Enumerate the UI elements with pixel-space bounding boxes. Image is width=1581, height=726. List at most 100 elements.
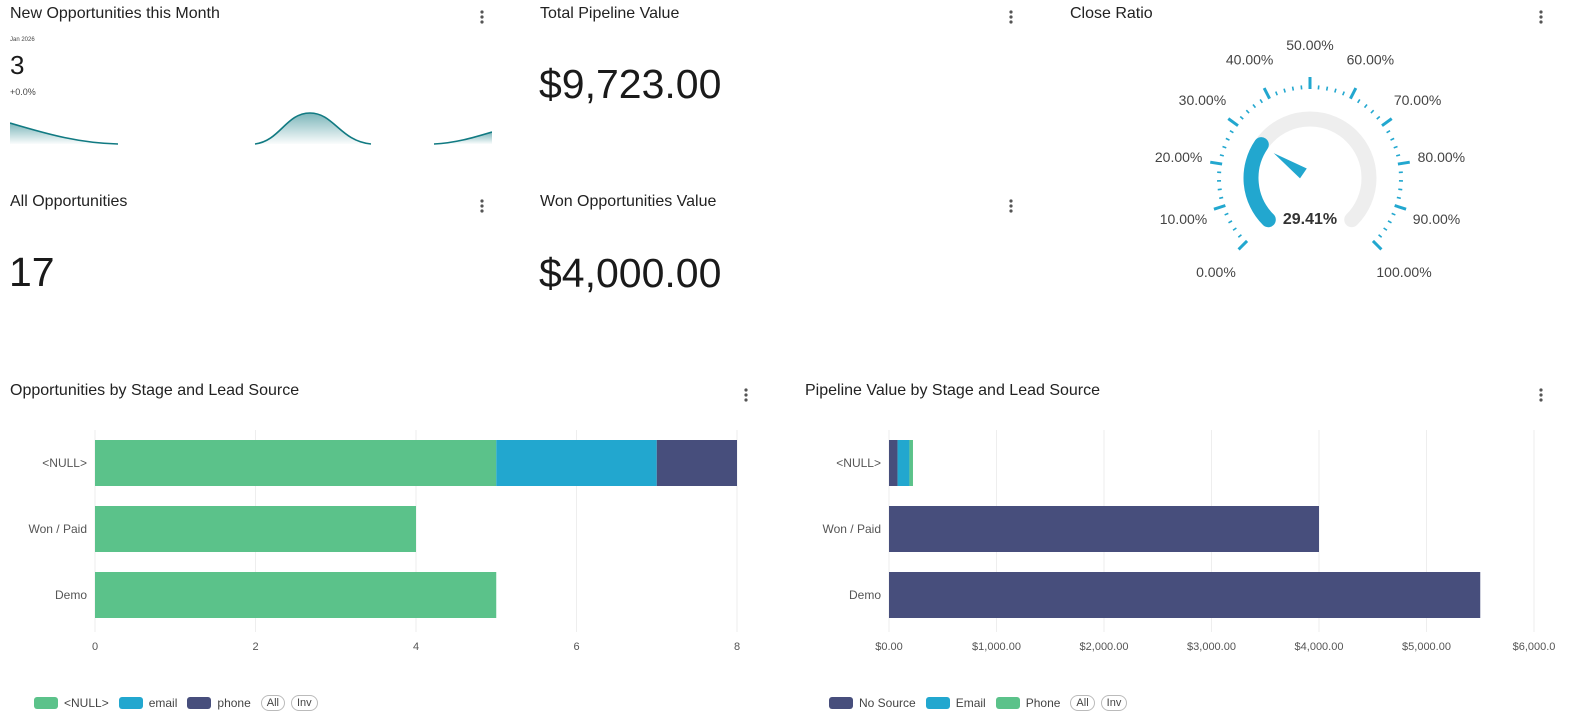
pipeline-by-stage-legend: No Source Email Phone All Inv [829, 695, 1128, 711]
gauge-minor-tick [1387, 220, 1392, 224]
legend-inv-button[interactable]: Inv [291, 695, 318, 711]
x-tick-label: $0.00 [875, 641, 903, 653]
gauge-major-tick [1381, 117, 1393, 127]
bar-segment[interactable] [889, 506, 1319, 552]
x-tick-label: $6,000.0 [1513, 641, 1556, 653]
legend-swatch [34, 697, 58, 709]
bar-segment[interactable] [95, 440, 497, 486]
new-opportunities-menu-icon[interactable] [476, 8, 488, 26]
bar-segment[interactable] [889, 572, 1481, 618]
gauge-minor-tick [1222, 145, 1227, 149]
y-category-label: Won / Paid [823, 522, 881, 536]
bar-segment[interactable] [95, 506, 416, 552]
total-pipeline-menu-icon[interactable] [1005, 8, 1017, 26]
gauge-minor-tick [1259, 99, 1263, 104]
bar-segment[interactable] [889, 440, 898, 486]
legend-swatch [995, 697, 1020, 709]
legend-item[interactable]: <NULL> [34, 696, 109, 710]
gauge-value-label: 29.41% [1283, 211, 1337, 228]
won-value-title: Won Opportunities Value [540, 193, 717, 210]
close-ratio-title: Close Ratio [1070, 5, 1153, 22]
new-opportunities-sparkline [10, 112, 492, 145]
legend-item[interactable]: Phone [995, 696, 1061, 710]
y-category-label: Demo [849, 588, 881, 602]
x-tick-label: 2 [252, 641, 258, 653]
gauge-minor-tick [1232, 227, 1237, 231]
x-tick-label: $4,000.00 [1295, 641, 1344, 653]
x-tick-label: 0 [92, 641, 98, 653]
x-tick-label: 6 [573, 641, 579, 653]
bar-segment[interactable] [95, 572, 497, 618]
gauge-scale-label: 20.00% [1155, 149, 1202, 165]
gauge-minor-tick [1376, 115, 1381, 120]
gauge-minor-tick [1219, 154, 1224, 157]
opps-by-stage-menu-icon[interactable] [740, 386, 752, 404]
new-opportunities-title: New Opportunities this Month [10, 5, 220, 22]
legend-swatch [187, 697, 212, 709]
new-opportunities-date: Jan 2026 [10, 37, 35, 43]
gauge-minor-tick [1237, 234, 1242, 238]
legend-all-button[interactable]: All [1070, 695, 1095, 711]
gauge-minor-tick [1342, 91, 1345, 96]
all-opportunities-value: 17 [9, 249, 55, 295]
bar-segment[interactable] [656, 440, 737, 486]
bar-segment[interactable] [496, 440, 657, 486]
legend-label: phone [217, 696, 251, 710]
bar-segment[interactable] [897, 440, 910, 486]
close-ratio-menu-icon[interactable] [1535, 8, 1547, 26]
legend-label: email [148, 696, 178, 710]
gauge-minor-tick [1219, 196, 1224, 200]
pipeline-by-stage-chart: $0.00 $1,000.00 $2,000.00 $3,000.00 $4,000.0… [823, 430, 1556, 653]
gauge-fill [1243, 137, 1276, 228]
gauge-minor-tick [1393, 145, 1398, 149]
gauge-scale-label: 100.00% [1376, 264, 1431, 280]
y-category-label: <NULL> [836, 456, 881, 470]
x-tick-label: $3,000.00 [1187, 641, 1236, 653]
gauge-major-tick [1237, 239, 1249, 251]
x-tick-label: $5,000.00 [1402, 641, 1451, 653]
gauge-major-tick [1371, 239, 1383, 251]
gauge-minor-tick [1291, 86, 1295, 91]
gauge-minor-tick [1239, 115, 1244, 120]
gauge-minor-tick [1378, 234, 1383, 238]
gauge-minor-tick [1363, 104, 1368, 109]
legend-all-button[interactable]: All [260, 695, 285, 711]
gauge-minor-tick [1390, 137, 1395, 141]
pipeline-by-stage-menu-icon[interactable] [1535, 386, 1547, 404]
gauge-minor-tick [1325, 86, 1329, 91]
pipeline-by-stage-title: Pipeline Value by Stage and Lead Source [805, 382, 1101, 399]
gauge-scale-label: 60.00% [1347, 51, 1394, 67]
legend-item[interactable]: Email [925, 696, 986, 710]
total-pipeline-value: $9,723.00 [539, 61, 722, 107]
won-value-menu-icon[interactable] [1005, 197, 1017, 215]
legend-label: No Source [859, 696, 916, 710]
gauge-minor-tick [1229, 129, 1234, 134]
bar-segment[interactable] [909, 440, 913, 486]
gauge-minor-tick [1391, 212, 1396, 216]
gauge-minor-tick [1357, 99, 1361, 104]
all-opportunities-menu-icon[interactable] [476, 197, 488, 215]
gauge-minor-tick [1275, 91, 1278, 96]
legend-label: Phone [1025, 696, 1061, 710]
gauge-major-tick [1213, 204, 1226, 211]
legend-item[interactable]: email [118, 696, 178, 710]
legend-item[interactable]: No Source [829, 696, 916, 710]
legend-swatch [829, 697, 853, 709]
gauge-minor-tick [1386, 129, 1391, 134]
legend-inv-button[interactable]: Inv [1100, 695, 1128, 711]
gauge-minor-tick [1224, 212, 1229, 216]
gauge-needle-icon [1273, 153, 1307, 179]
gauge-major-tick [1349, 87, 1358, 100]
legend-item[interactable]: phone [187, 696, 251, 710]
close-ratio-gauge: 29.41% 0.00% 10.00% 20.00% 30.00% 40.00% 50.0… [1155, 40, 1465, 280]
gauge-major-tick [1397, 160, 1410, 166]
gauge-scale-label: 90.00% [1413, 211, 1460, 227]
new-opportunities-change: +0.0% [10, 87, 36, 97]
gauge-ticks [1210, 77, 1410, 251]
all-opportunities-title: All Opportunities [10, 193, 128, 210]
legend-label: <NULL> [64, 696, 109, 710]
total-pipeline-title: Total Pipeline Value [540, 5, 680, 22]
gauge-minor-tick [1252, 104, 1257, 109]
y-category-label: Won / Paid [29, 522, 87, 536]
legend-label: Email [955, 696, 986, 710]
